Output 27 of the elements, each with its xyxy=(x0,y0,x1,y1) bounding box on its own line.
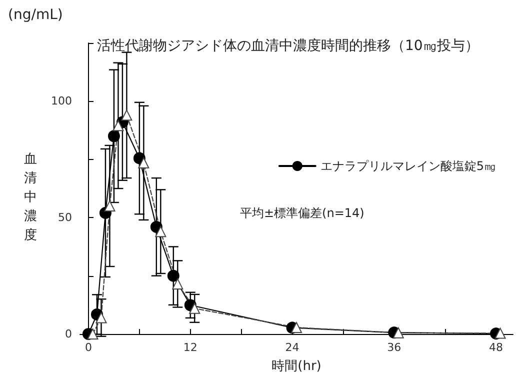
x-tick-label: 48 xyxy=(489,341,504,354)
point xyxy=(138,157,150,168)
x-tick-label: 0 xyxy=(84,341,92,354)
y-tick-label: 50 xyxy=(58,211,72,224)
x-tick-label: 12 xyxy=(183,341,198,354)
point xyxy=(96,312,107,324)
point xyxy=(172,278,184,290)
legend-label: エナラプリルマレイン酸塩錠5㎎ xyxy=(320,159,496,173)
point xyxy=(112,120,124,132)
point xyxy=(494,328,506,339)
point xyxy=(104,200,116,212)
x-tick-label: 36 xyxy=(387,341,402,354)
point xyxy=(167,270,180,282)
x-axis-title: 時間(hr) xyxy=(272,359,322,374)
point xyxy=(108,130,120,142)
point xyxy=(155,226,166,238)
point xyxy=(121,110,132,121)
y-tick-label: 100 xyxy=(51,94,72,108)
chart-title: 活性代謝物ジアシド体の血清中濃度時間的推移（10㎎投与） xyxy=(97,38,479,54)
y-tick-label: 0 xyxy=(65,328,72,340)
annotation: 平均±標準偏差(n=14) xyxy=(240,206,364,220)
point xyxy=(392,327,404,338)
point xyxy=(291,322,302,333)
y-axis-title: 血清中濃度 xyxy=(24,152,37,243)
x-tick-label: 24 xyxy=(285,341,300,354)
point xyxy=(189,302,200,314)
text: (ng/mL) xyxy=(8,7,63,23)
